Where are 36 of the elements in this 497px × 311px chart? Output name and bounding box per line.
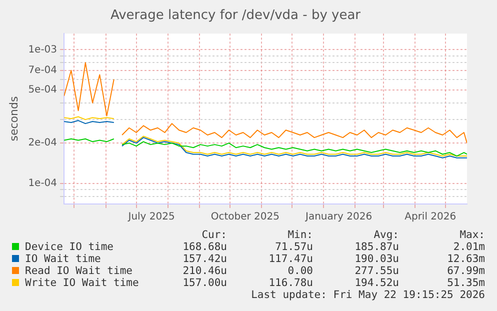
legend-label: IO Wait time xyxy=(24,253,101,265)
text: Avg: xyxy=(372,229,399,241)
y-tick-label: 2e-04 xyxy=(28,138,58,149)
text: 157.00u xyxy=(182,277,227,289)
text: Cur: xyxy=(200,229,227,241)
text: Last update: Fri May 22 19:15:25 2026 xyxy=(250,289,485,301)
text: 157.42u xyxy=(182,253,227,265)
text: Max: xyxy=(458,229,485,241)
text: 2.01m xyxy=(452,241,485,253)
text: 71.57u xyxy=(274,241,313,253)
y-tick-label: 1e-03 xyxy=(28,44,58,56)
x-tick-label: July 2025 xyxy=(127,212,175,223)
y-tick-label: 5e-04 xyxy=(28,84,58,96)
text: 277.55u xyxy=(354,265,399,277)
text: 51.35m xyxy=(446,277,485,289)
text: 12.63m xyxy=(446,253,485,265)
chart-title: Average latency for /dev/vda - by year xyxy=(110,8,362,24)
x-tick-label: April 2026 xyxy=(404,212,456,223)
text: 67.99m xyxy=(446,265,485,277)
y-tick-label: 1e-04 xyxy=(28,178,58,189)
text: 194.52u xyxy=(354,277,399,289)
x-tick-label: October 2025 xyxy=(210,212,280,223)
legend-label: Write IO Wait time xyxy=(24,277,139,289)
text: 117.47u xyxy=(268,253,313,265)
y-axis-title: seconds xyxy=(7,96,20,142)
text: Min: xyxy=(286,229,313,241)
y-tick-label: 7e-04 xyxy=(28,64,58,76)
text: 0.00 xyxy=(286,265,313,277)
legend-label: Device IO time xyxy=(24,241,114,253)
text: 210.46u xyxy=(182,265,227,277)
legend-label: Read IO Wait time xyxy=(24,265,132,277)
text: 168.68u xyxy=(182,241,227,253)
text: 185.87u xyxy=(354,241,399,253)
text: 190.03u xyxy=(354,253,399,265)
text: 116.78u xyxy=(268,277,313,289)
x-tick-label: January 2026 xyxy=(304,212,372,223)
